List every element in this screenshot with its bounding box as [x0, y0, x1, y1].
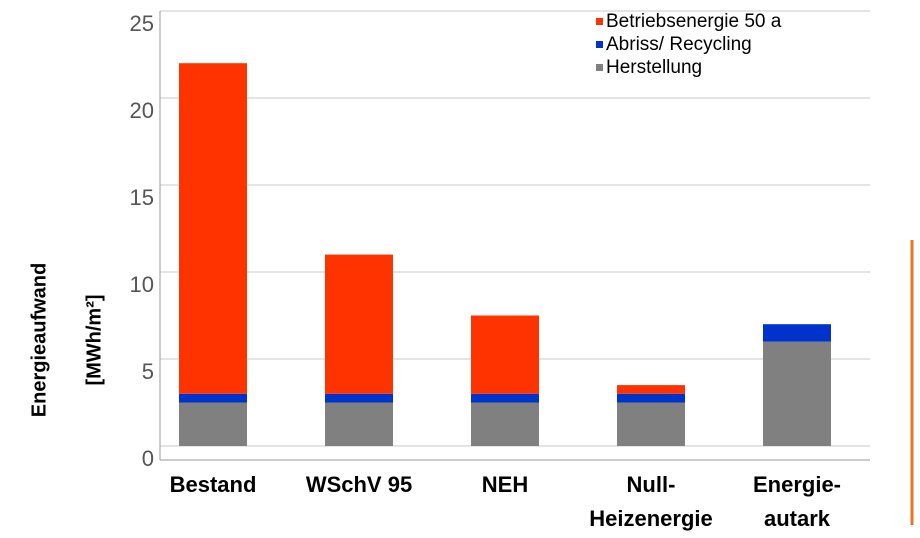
bar-segment [179, 63, 247, 394]
bar-segment [617, 402, 685, 446]
y-tick-label: 0 [142, 446, 154, 471]
bar-segment [471, 393, 539, 403]
legend-swatch [596, 41, 603, 48]
y-tick-label: 20 [130, 98, 154, 123]
x-tick-label: Bestand [169, 472, 257, 497]
x-tick-label: WSchV 95 [305, 472, 413, 497]
y-tick-label: 5 [142, 359, 154, 384]
legend-swatch [596, 18, 603, 25]
x-tick-label: NEH [481, 472, 529, 497]
legend-label: Abriss/ Recycling [606, 34, 752, 55]
y-axis-label: [MWh/m²] [83, 294, 105, 385]
bar-segment [617, 385, 685, 394]
bar-segment [325, 393, 393, 403]
x-tick-label: Null- Heizenergie [589, 472, 713, 531]
bar-segment [471, 315, 539, 394]
y-axis-label: Energieaufwand [28, 263, 50, 417]
legend-swatch [596, 64, 603, 71]
y-tick-label: 15 [130, 185, 154, 210]
legend-label: Herstellung [606, 57, 702, 78]
y-tick-label: 10 [130, 272, 154, 297]
bar-segment [325, 402, 393, 446]
bar-segment [617, 393, 685, 403]
bar-segment [179, 393, 247, 403]
bar-segment [325, 254, 393, 394]
bar-segment [763, 324, 831, 342]
legend-label: Betriebsenergie 50 a [606, 11, 782, 32]
bar-segment [471, 402, 539, 446]
x-tick-label: Energie- autark [752, 472, 842, 531]
bar-segment [179, 402, 247, 446]
y-tick-label: 25 [130, 11, 154, 36]
bar-segment [763, 341, 831, 446]
